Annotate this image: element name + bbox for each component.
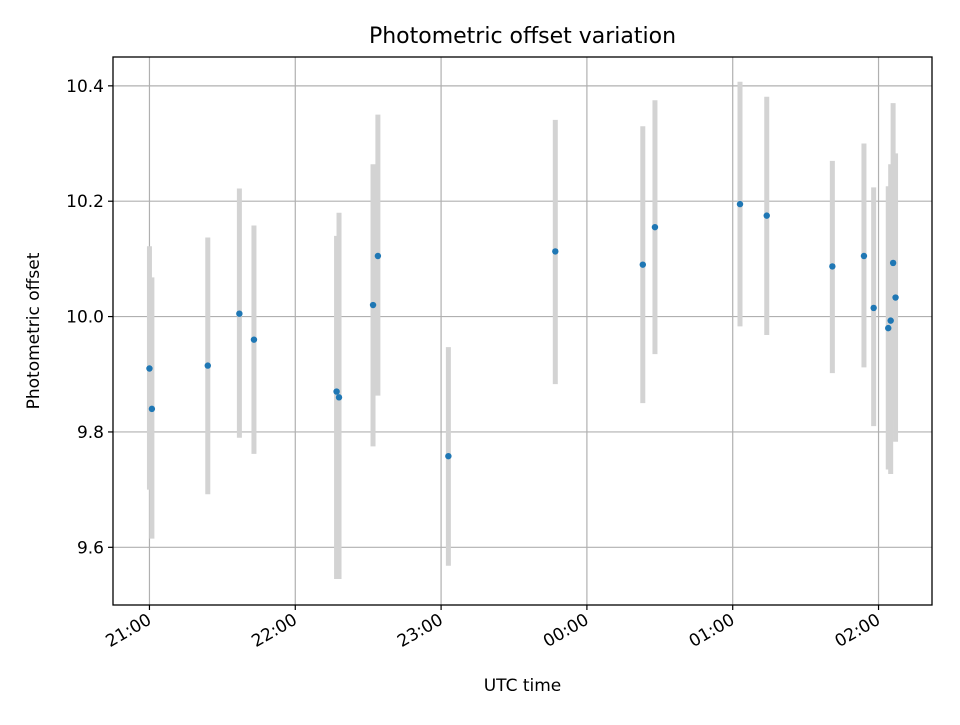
data-point	[204, 362, 211, 369]
y-tick-label: 10.2	[66, 192, 104, 212]
data-point	[829, 263, 836, 270]
chart-title: Photometric offset variation	[369, 24, 676, 49]
x-tick-label: 01:00	[686, 610, 738, 652]
point-layer	[146, 200, 899, 460]
data-point	[445, 452, 452, 460]
data-point	[870, 304, 877, 312]
data-point	[374, 252, 382, 260]
data-point	[736, 200, 744, 208]
data-point	[250, 336, 258, 343]
data-point	[146, 365, 153, 372]
x-axis-label: UTC time	[484, 676, 562, 696]
data-point	[889, 259, 897, 267]
plot-frame	[112, 56, 933, 606]
errorbar-layer	[146, 81, 899, 580]
data-point	[763, 212, 770, 219]
tick-layer: 21:00 22:00 23:00 00:00 01:00 02:00 9.6 9.8 10.0…	[66, 77, 884, 652]
data-point	[651, 223, 659, 231]
data-point	[369, 301, 377, 309]
x-tick-label: 02:00	[832, 610, 884, 652]
y-tick-label: 9.8	[77, 423, 104, 443]
x-tick-label: 23:00	[394, 610, 446, 652]
y-tick-label: 9.6	[77, 538, 104, 558]
data-point	[887, 317, 894, 324]
data-point	[148, 405, 156, 413]
data-point	[892, 294, 899, 301]
y-axis-label: Photometric offset	[24, 252, 44, 409]
x-tick-label: 00:00	[540, 610, 592, 652]
y-tick-label: 10.0	[66, 308, 104, 328]
grid-layer	[113, 57, 932, 605]
y-tick-label: 10.4	[66, 77, 104, 97]
data-point	[860, 252, 868, 260]
data-point	[552, 248, 559, 255]
x-tick-label: 21:00	[103, 610, 155, 652]
data-point	[335, 394, 343, 401]
data-point	[236, 310, 243, 317]
x-tick-label: 22:00	[248, 610, 300, 652]
data-point	[639, 261, 646, 268]
data-point	[885, 324, 892, 332]
data-point	[333, 388, 340, 395]
